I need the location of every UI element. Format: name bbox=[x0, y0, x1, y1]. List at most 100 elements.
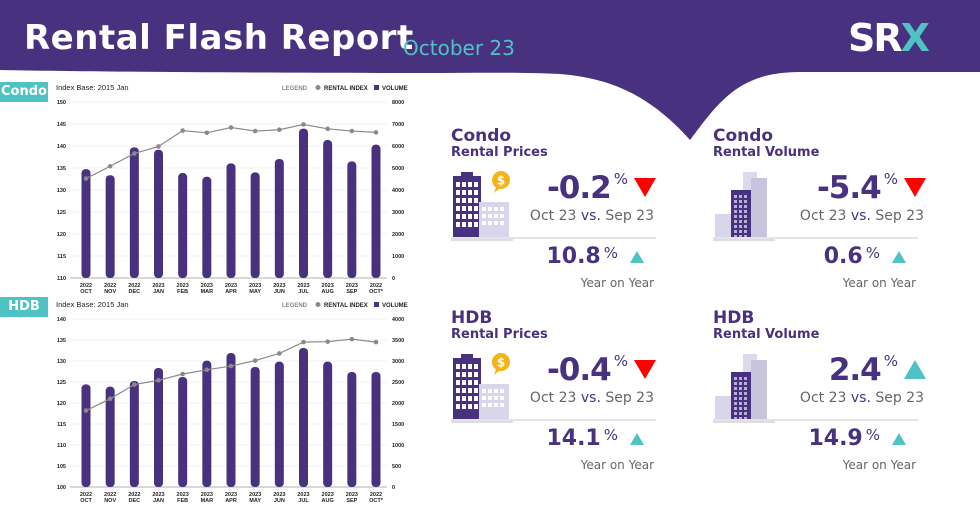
percent-sign: % bbox=[883, 352, 898, 370]
x-tick-year: 2022 bbox=[104, 492, 116, 498]
right-axis-tick: 1500 bbox=[392, 422, 404, 428]
x-tick-month: OCT* bbox=[369, 289, 384, 295]
volume-bar bbox=[250, 172, 260, 278]
volume-bar bbox=[81, 384, 91, 487]
volume-bar bbox=[299, 128, 308, 278]
trend-arrow-icon bbox=[904, 178, 926, 197]
x-tick-month: JUL bbox=[298, 289, 309, 295]
panel-title: HDB bbox=[451, 308, 493, 328]
x-tick-year: 2023 bbox=[225, 283, 237, 289]
right-axis-tick: 4000 bbox=[392, 317, 404, 323]
left-axis-tick: 115 bbox=[57, 254, 66, 260]
left-axis-tick: 105 bbox=[57, 464, 66, 470]
month-change: -5.4 % bbox=[817, 170, 926, 206]
legend-volume-marker bbox=[374, 85, 379, 90]
report-date: October 23 bbox=[403, 36, 515, 60]
x-tick-month: SEP bbox=[346, 498, 357, 504]
x-tick-year: 2023 bbox=[201, 492, 213, 498]
right-axis-tick: 500 bbox=[392, 464, 401, 470]
right-axis-tick: 4000 bbox=[392, 188, 404, 194]
volume-bar bbox=[105, 175, 115, 278]
yoy-change: 10.8 % bbox=[546, 244, 644, 269]
x-tick-year: 2023 bbox=[273, 492, 285, 498]
x-tick-year: 2023 bbox=[297, 283, 309, 289]
right-axis-tick: 2000 bbox=[392, 401, 404, 407]
volume-bar bbox=[323, 140, 333, 278]
x-tick-month: JUN bbox=[274, 289, 285, 295]
index-base-label: Index Base: 2015 Jan bbox=[56, 300, 129, 309]
percent-sign: % bbox=[603, 426, 618, 444]
percent-sign: % bbox=[613, 352, 628, 370]
left-axis-tick: 140 bbox=[57, 317, 66, 323]
panel-condo-rental-volume: Condo Rental Volume -5.4 % Oct 23 vs. Se… bbox=[713, 126, 926, 306]
rental-index-point bbox=[373, 130, 379, 135]
x-tick-month: NOV bbox=[104, 498, 116, 504]
yoy-arrow-icon bbox=[630, 251, 644, 263]
x-tick-year: 2023 bbox=[177, 492, 189, 498]
x-tick-year: 2022 bbox=[128, 283, 140, 289]
panel-title: HDB bbox=[713, 308, 755, 328]
panel-title: Condo bbox=[713, 126, 774, 146]
report-title: Rental Flash Report bbox=[24, 18, 414, 58]
x-tick-year: 2022 bbox=[80, 283, 92, 289]
divider bbox=[713, 419, 918, 421]
x-tick-month: OCT bbox=[80, 498, 92, 504]
volume-bar bbox=[81, 169, 91, 278]
srx-logo: SRX bbox=[848, 16, 930, 60]
x-tick-month: DEC bbox=[129, 289, 141, 295]
volume-bar bbox=[226, 163, 236, 278]
legend-label: LEGEND bbox=[282, 86, 308, 92]
rental-index-point bbox=[132, 382, 137, 387]
rental-index-point bbox=[107, 396, 113, 402]
left-axis-tick: 115 bbox=[57, 422, 66, 428]
panel-subtitle: Rental Volume bbox=[713, 145, 820, 160]
volume-bar bbox=[154, 368, 163, 487]
yoy-value: 14.9 bbox=[808, 426, 863, 451]
legend-index-text: RENTAL INDEX bbox=[324, 86, 368, 92]
x-tick-month: OCT* bbox=[369, 498, 384, 504]
divider bbox=[451, 419, 656, 421]
left-axis-tick: 100 bbox=[57, 485, 66, 491]
panel-title: Condo bbox=[451, 126, 512, 146]
volume-bar bbox=[202, 176, 212, 278]
percent-sign: % bbox=[865, 244, 880, 262]
panel-hdb-rental-prices: HDB Rental Prices $ -0.4 % Oct 23 vs. Se… bbox=[451, 308, 656, 488]
x-tick-month: MAR bbox=[201, 498, 214, 504]
x-tick-year: 2023 bbox=[346, 283, 358, 289]
condo-tag: Condo bbox=[0, 82, 48, 102]
right-axis-tick: 8000 bbox=[392, 100, 404, 106]
volume-bar bbox=[226, 353, 236, 487]
volume-bar bbox=[202, 360, 212, 487]
panel-subtitle: Rental Prices bbox=[451, 145, 548, 160]
left-axis-tick: 120 bbox=[57, 401, 66, 407]
left-axis-tick: 135 bbox=[57, 166, 66, 172]
x-tick-year: 2023 bbox=[273, 283, 285, 289]
yoy-label: Year on Year bbox=[580, 458, 654, 472]
trend-arrow-icon bbox=[634, 360, 656, 379]
yoy-arrow-icon bbox=[892, 433, 906, 445]
yoy-value: 10.8 bbox=[546, 244, 601, 269]
percent-sign: % bbox=[865, 426, 880, 444]
x-tick-month: AUG bbox=[322, 289, 334, 295]
panel-subtitle: Rental Volume bbox=[713, 327, 820, 342]
left-axis-tick: 145 bbox=[57, 122, 66, 128]
panel-subtitle: Rental Prices bbox=[451, 327, 548, 342]
left-axis-tick: 135 bbox=[57, 338, 66, 344]
left-axis-tick: 130 bbox=[57, 359, 66, 365]
left-axis-tick: 125 bbox=[57, 210, 66, 216]
x-tick-year: 2023 bbox=[225, 492, 237, 498]
right-axis-tick: 3000 bbox=[392, 359, 404, 365]
volume-bar bbox=[371, 372, 381, 487]
volume-bar bbox=[105, 386, 115, 487]
percent-sign: % bbox=[883, 170, 898, 188]
x-tick-month: APR bbox=[225, 498, 237, 504]
volume-bar bbox=[154, 149, 163, 278]
volume-bar bbox=[274, 158, 284, 278]
trend-arrow-icon bbox=[904, 360, 926, 379]
rental-index-point bbox=[277, 351, 282, 356]
legend-volume-text: VOLUME bbox=[382, 303, 408, 309]
x-tick-month: NOV bbox=[104, 289, 116, 295]
right-axis-tick: 2500 bbox=[392, 380, 404, 386]
x-tick-year: 2023 bbox=[322, 283, 334, 289]
legend-volume-text: VOLUME bbox=[382, 86, 408, 92]
